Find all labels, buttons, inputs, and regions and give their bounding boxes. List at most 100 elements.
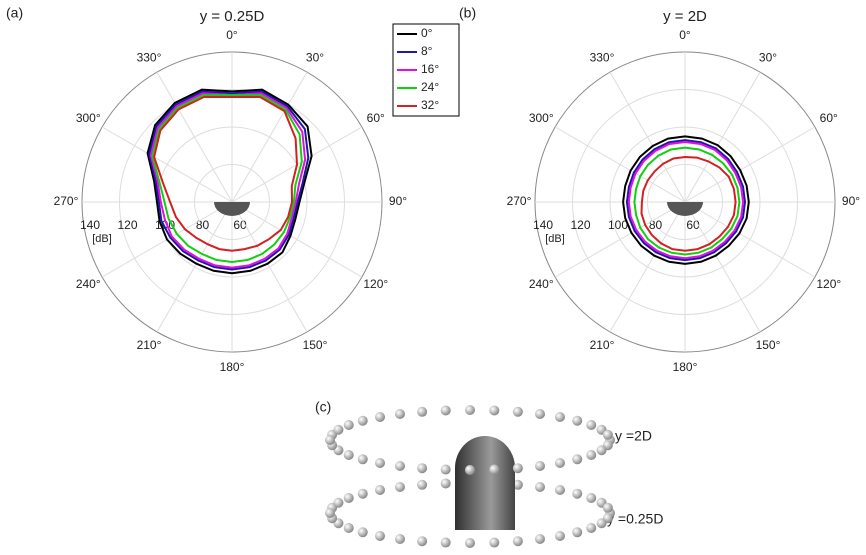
microphone [465, 538, 475, 548]
microphone [512, 406, 523, 417]
theta-tick-label: 120° [363, 277, 388, 291]
microphone [586, 420, 597, 430]
series-line [625, 139, 747, 262]
r-axis-label: [dB] [92, 233, 112, 245]
microphone [440, 478, 451, 489]
legend-label: 32° [421, 98, 439, 112]
series-line [622, 135, 750, 265]
microphone [333, 424, 344, 435]
theta-tick-label: 240° [76, 277, 101, 291]
microphone [535, 460, 545, 471]
microphone [440, 537, 451, 548]
microphone [602, 502, 613, 513]
microphone [586, 493, 597, 503]
body-icon [667, 202, 703, 216]
theta-tick-label: 330° [590, 50, 615, 64]
theta-tick-label: 180° [673, 360, 698, 374]
body [455, 436, 515, 530]
ring-label: y =0.25D [607, 511, 663, 527]
theta-tick-label: 210° [137, 338, 162, 352]
theta-tick-label: 90° [389, 194, 407, 208]
microphone [417, 406, 428, 417]
microphone [586, 450, 597, 460]
panel-label: (c) [315, 399, 331, 415]
microphone [572, 527, 583, 538]
microphone [554, 530, 565, 541]
theta-tick-label: 210° [590, 338, 615, 352]
microphone [465, 465, 475, 475]
grid-spoke [231, 71, 308, 203]
microphone [357, 415, 368, 426]
theta-tick-label: 300° [76, 111, 101, 125]
microphone [395, 482, 405, 493]
series-line [627, 140, 745, 260]
microphone [325, 508, 335, 518]
series-line [149, 92, 307, 269]
series-line [151, 94, 303, 264]
theta-tick-label: 60° [820, 111, 838, 125]
theta-tick-label: 180° [220, 360, 245, 374]
theta-tick-label: 150° [303, 338, 328, 352]
theta-tick-label: 270° [507, 194, 532, 208]
r-tick-label: 80 [196, 218, 210, 232]
microphone [465, 405, 475, 415]
microphone [535, 409, 545, 420]
series-line [146, 88, 313, 275]
series-line [148, 90, 310, 271]
grid-spoke [554, 126, 686, 203]
panel-label: (a) [6, 5, 23, 21]
theta-tick-label: 0° [226, 28, 238, 42]
r-tick-label: 120 [117, 218, 137, 232]
microphone [535, 533, 545, 544]
microphone [572, 488, 583, 499]
microphone [357, 488, 368, 499]
microphone [554, 485, 565, 496]
microphone [512, 479, 523, 490]
microphone [572, 415, 583, 426]
legend-label: 16° [421, 62, 439, 76]
series-line [640, 155, 737, 252]
theta-tick-label: 240° [529, 277, 554, 291]
microphone [602, 429, 613, 440]
microphone [343, 523, 354, 533]
microphone [554, 412, 565, 423]
legend-label: 0° [421, 26, 433, 40]
microphone [489, 464, 500, 475]
microphone [535, 482, 545, 493]
grid-spoke [156, 201, 233, 333]
theta-tick-label: 300° [529, 111, 554, 125]
microphone [417, 536, 428, 547]
microphone [333, 497, 344, 508]
r-tick-label: 80 [649, 218, 663, 232]
grid-spoke [609, 201, 686, 333]
microphone [375, 457, 386, 468]
chart-title: y = 0.25D [200, 8, 265, 25]
r-axis-label: [dB] [545, 233, 565, 245]
microphone [586, 523, 597, 533]
theta-tick-label: 30° [759, 50, 777, 64]
microphone [489, 537, 500, 548]
grid-spoke [684, 201, 816, 278]
grid-spoke [684, 126, 816, 203]
microphone [343, 420, 354, 430]
microphone [375, 530, 386, 541]
microphone [417, 463, 428, 474]
body-icon [214, 202, 250, 216]
legend-label: 24° [421, 80, 439, 94]
microphone [489, 405, 500, 416]
grid-spoke [156, 71, 233, 203]
theta-tick-label: 90° [842, 194, 860, 208]
theta-tick-label: 30° [306, 50, 324, 64]
series-line [633, 146, 741, 256]
theta-tick-label: 120° [816, 277, 841, 291]
grid-spoke [554, 201, 686, 278]
panel-c: (c) y =2D y =0.25D [315, 399, 663, 548]
microphone [440, 464, 451, 475]
microphone [343, 450, 354, 460]
microphone [572, 454, 583, 465]
grid-spoke [684, 201, 761, 333]
legend-label: 8° [421, 44, 433, 58]
panel-label: (b) [459, 5, 476, 21]
microphone [440, 405, 451, 416]
microphone [512, 463, 523, 474]
